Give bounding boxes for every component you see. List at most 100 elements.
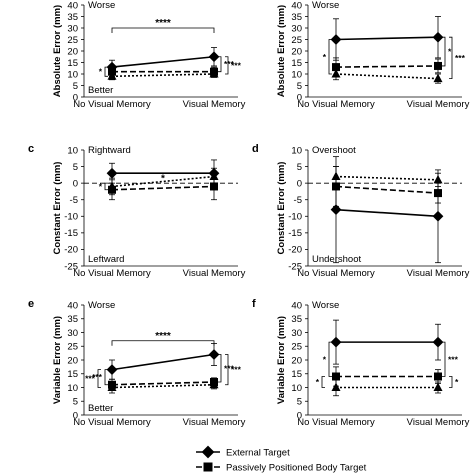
significance-bracket — [111, 340, 215, 346]
significance-bracket — [442, 341, 446, 377]
series-line-triangle — [335, 175, 439, 181]
series-line-body — [111, 381, 215, 386]
y-tick-label: -20 — [288, 245, 302, 256]
y-tick-label: 5 — [73, 397, 78, 408]
y-tick-label: 25 — [67, 342, 78, 353]
y-axis-title: Absolute Error (mm) — [276, 5, 287, 97]
panel-d: -25 -20 -15 -10 -5 0 5 10 No Visual Memory Visual… — [252, 143, 470, 279]
x-tick-label: Visual Memory — [407, 417, 470, 428]
y-tick-label: 10 — [67, 383, 78, 394]
y-tick-label: 20 — [291, 355, 302, 366]
data-point-external — [432, 336, 444, 348]
series-line-external — [111, 55, 215, 68]
y-tick-label: 10 — [291, 145, 302, 156]
y-tick-label: -5 — [294, 195, 302, 206]
data-point-triangle — [107, 71, 117, 80]
y-tick-label: 5 — [297, 81, 302, 92]
y-tick-label: 20 — [67, 46, 78, 57]
data-point-body — [434, 372, 442, 381]
note-top: Overshoot — [312, 145, 356, 156]
significance-bracket — [321, 376, 325, 388]
significance-label: *** — [224, 59, 235, 69]
y-axis-title: Constant Error (mm) — [276, 162, 287, 255]
significance-bracket — [328, 39, 332, 75]
note-bottom: Undershoot — [312, 254, 361, 265]
y-tick-label: 15 — [67, 369, 78, 380]
y-axis-title: Absolute Error (mm) — [52, 5, 63, 97]
data-point-external — [330, 204, 342, 216]
note-top: Worse — [312, 300, 339, 311]
significance-bracket — [449, 376, 453, 388]
y-tick-label: 30 — [291, 328, 302, 339]
y-axis-title: Variable Error (mm) — [52, 316, 63, 404]
series-line-external — [111, 353, 215, 371]
y-tick-label: 10 — [67, 145, 78, 156]
series-line-body — [335, 65, 439, 68]
series-line-triangle — [335, 73, 439, 80]
significance-label: **** — [155, 18, 171, 29]
y-tick-label: -20 — [64, 245, 78, 256]
x-tick-label: Visual Memory — [407, 268, 470, 279]
significance-label: * — [455, 377, 459, 387]
y-tick-label: 15 — [291, 58, 302, 69]
y-tick-label: 20 — [291, 46, 302, 57]
y-tick-label: -10 — [64, 212, 78, 223]
data-point-body — [434, 61, 442, 70]
significance-label: * — [448, 47, 452, 57]
y-tick-label: 35 — [67, 12, 78, 23]
significance-label: *** — [231, 60, 242, 70]
x-tick-label: Visual Memory — [407, 99, 470, 110]
data-point-external — [330, 34, 342, 45]
legend-marker-external — [201, 445, 215, 459]
y-tick-label: 40 — [291, 0, 302, 11]
panel-label: e — [28, 298, 34, 310]
y-tick-label: 30 — [291, 23, 302, 34]
significance-label: *** — [231, 365, 242, 375]
data-point-external — [208, 349, 220, 360]
significance-label: * — [323, 354, 327, 364]
y-tick-label: 15 — [291, 369, 302, 380]
significance-bracket — [225, 354, 229, 386]
y-tick-label: 0 — [297, 92, 302, 103]
data-point-triangle — [209, 171, 219, 181]
note-top: Rightward — [88, 145, 131, 156]
data-point-triangle — [331, 69, 341, 78]
data-point-triangle — [331, 171, 341, 181]
series-line-external — [335, 208, 439, 218]
x-tick-label: Visual Memory — [183, 268, 246, 279]
data-point-external — [106, 364, 118, 375]
y-tick-label: -15 — [288, 228, 302, 239]
series-line-external — [335, 36, 439, 41]
y-tick-label: 30 — [67, 328, 78, 339]
significance-bracket — [104, 369, 108, 386]
significance-label: * — [99, 67, 103, 77]
data-point-triangle — [209, 379, 219, 389]
significance-label: *** — [448, 354, 459, 364]
y-axis-title: Variable Error (mm) — [276, 316, 287, 404]
panel-e: 0 5 10 15 20 25 30 35 40 No Visual Memory Visual M… — [28, 298, 246, 428]
y-tick-label: 5 — [73, 162, 78, 173]
legend-marker-body — [203, 462, 213, 472]
significance-label: *** — [85, 374, 96, 384]
significance-label: **** — [155, 331, 171, 342]
y-tick-label: 0 — [73, 178, 78, 189]
data-point-external — [330, 336, 342, 348]
x-tick-label: Visual Memory — [183, 99, 246, 110]
significance-bracket — [442, 36, 446, 67]
panel-label: d — [252, 143, 259, 155]
significance-label: *** — [224, 363, 235, 373]
y-tick-label: -25 — [288, 261, 302, 272]
significance-label: * — [161, 173, 165, 184]
y-tick-label: 20 — [67, 355, 78, 366]
data-point-triangle — [107, 382, 117, 391]
data-point-body — [210, 182, 218, 191]
significance-bracket — [328, 341, 332, 377]
data-point-external — [106, 167, 118, 179]
data-point-triangle — [433, 73, 443, 83]
y-tick-label: 15 — [67, 58, 78, 69]
y-tick-label: 35 — [291, 12, 302, 23]
y-tick-label: 40 — [67, 0, 78, 11]
